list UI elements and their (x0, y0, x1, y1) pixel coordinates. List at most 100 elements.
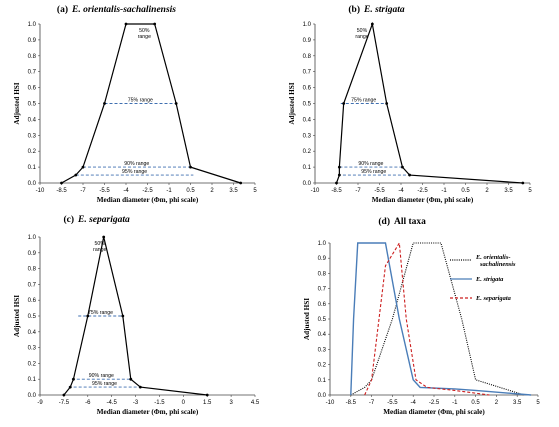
hsi-point (74, 173, 78, 177)
x-axis-label: Median diameter (Φm, phi scale) (372, 196, 474, 204)
y-tick-label: 0.9 (28, 38, 37, 44)
panel-title: E. orientalis-sachalinensis (71, 5, 176, 15)
x-tick-label: 1.5 (203, 400, 212, 406)
x-tick-label: -1 (452, 400, 458, 406)
y-tick-label: 0.1 (28, 165, 37, 171)
x-tick-label: 5 (528, 188, 532, 194)
x-tick-label: 2 (210, 188, 214, 194)
x-axis-label: Median diameter (Φm, phi scale) (383, 408, 485, 416)
panel-b-chart: (b) E. strigata 0.0 0.1 0.2 0.3 0.4 0.5 0.6 0.7 0.… (288, 4, 532, 204)
y-tick-label: 0.2 (28, 361, 37, 367)
hsi-point (129, 377, 133, 381)
y-tick-label: 0.2 (28, 149, 37, 155)
y-tick-label: 0.6 (28, 86, 37, 92)
y-tick-label: 0.0 (28, 181, 37, 187)
y-tick-label: 0.0 (28, 393, 37, 399)
x-tick-label: 3.5 (513, 400, 522, 406)
panel-d-chart: (d) All taxa 0.0 0.1 0.2 0.3 0.4 0.5 0.6 0.7 0.8 0.… (303, 216, 540, 416)
x-tick-label: -1 (441, 188, 447, 194)
y-tick-label: 0.8 (28, 54, 37, 60)
y-tick-label: 0.3 (28, 133, 37, 139)
y-tick-label: 0.3 (303, 133, 312, 139)
range-label: 95% range (361, 169, 386, 175)
range-label: range (93, 247, 106, 253)
legend-label: E. separigata (475, 295, 512, 302)
legend-label-line: E. orientalis- (475, 254, 510, 261)
panel-c-chart: (c) E. separigata 0.0 0.1 0.2 0.3 0.4 0.5 0.6 0.7… (13, 214, 260, 416)
y-tick-label: 0.6 (318, 302, 327, 308)
x-axis-label: Median diameter (Φm, phi scale) (97, 408, 199, 416)
hsi-point (68, 385, 72, 389)
panel-a-chart: (a) E. orientalis-sachalinensis 0.0 0.1 0.2 0… (13, 4, 257, 204)
hsi-point (408, 173, 411, 177)
range-label: 90% range (358, 161, 383, 167)
y-tick-label: 0.3 (28, 346, 37, 352)
x-tick-label: -1 (166, 188, 172, 194)
legend-label-line: sachalinensis (479, 261, 516, 268)
y-tick-label: 0.8 (28, 267, 37, 273)
hsi-point (102, 235, 106, 239)
hsi-point (205, 393, 209, 397)
range-label: range (138, 34, 151, 40)
x-tick-label: -3 (133, 400, 139, 406)
x-tick-label: 4.5 (251, 400, 260, 406)
y-tick-label: 0.6 (28, 298, 37, 304)
y-tick-label: 1.0 (28, 22, 37, 28)
x-tick-label: -4 (123, 188, 129, 194)
x-tick-label: -2.5 (142, 188, 153, 194)
x-tick-label: -10 (311, 188, 320, 194)
x-tick-label: -7 (355, 188, 361, 194)
x-tick-label: -1.5 (154, 400, 165, 406)
hsi-point (153, 22, 157, 26)
x-tick-label: -4 (411, 400, 417, 406)
x-tick-label: 2 (485, 188, 489, 194)
range-label: 90% range (124, 161, 149, 167)
hsi-point (81, 165, 85, 169)
y-tick-label: 0.7 (303, 70, 312, 76)
panel-title: E. strigata (363, 5, 405, 15)
y-tick-label: 0.2 (318, 363, 327, 369)
y-axis-label: Adjusted HSI (13, 82, 21, 124)
hsi-point (138, 385, 142, 389)
x-tick-label: -8.5 (331, 188, 342, 194)
y-tick-label: 0.1 (28, 377, 37, 383)
x-tick-label: 5 (536, 400, 540, 406)
y-tick-label: 0.5 (28, 314, 37, 320)
y-tick-label: 0.5 (318, 317, 327, 323)
hsi-point (72, 377, 75, 381)
panel-title: All taxa (394, 217, 426, 227)
series-line-2 (364, 241, 490, 396)
hsi-point (189, 165, 192, 169)
range-label: 50% (95, 241, 106, 247)
x-tick-label: 0.5 (471, 400, 480, 406)
y-tick-label: 0.4 (28, 330, 37, 336)
y-tick-label: 0.3 (318, 347, 327, 353)
x-tick-label: 3.5 (229, 188, 238, 194)
y-tick-label: 0.9 (28, 251, 37, 257)
range-label: 50% (139, 28, 150, 34)
hsi-point (60, 181, 63, 185)
panel-label: (a) (57, 4, 68, 15)
range-label: 75% range (351, 98, 376, 104)
hsi-point (103, 102, 106, 105)
y-tick-label: 0.9 (303, 38, 312, 44)
y-tick-label: 0.1 (318, 378, 327, 384)
y-tick-label: 0.8 (303, 54, 312, 60)
y-tick-label: 0.4 (303, 117, 312, 123)
x-tick-label: -8.5 (56, 188, 67, 194)
x-tick-label: 0.5 (186, 188, 195, 194)
y-tick-label: 0.1 (303, 165, 312, 171)
series-line-1 (350, 242, 532, 396)
x-tick-label: -4.5 (106, 400, 117, 406)
hsi-point (337, 165, 341, 169)
x-tick-label: 3.5 (504, 188, 513, 194)
range-label: 75% range (88, 310, 113, 316)
x-tick-label: -2.5 (429, 400, 440, 406)
range-label: range (355, 34, 368, 40)
range-label: 75% range (128, 98, 153, 104)
y-tick-label: 0.0 (318, 393, 327, 399)
x-tick-label: -5.5 (374, 188, 385, 194)
y-tick-label: 1.0 (28, 235, 37, 241)
x-tick-label: 0 (182, 400, 186, 406)
legend-label: E. orientalis-sachalinensis (475, 254, 516, 268)
